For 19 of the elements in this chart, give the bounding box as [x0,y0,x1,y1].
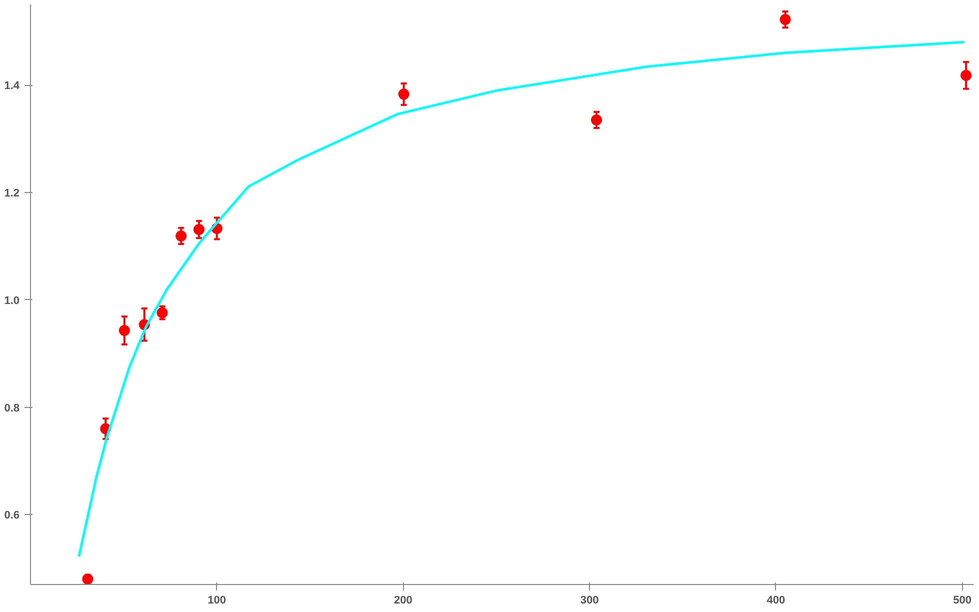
y-tick-label: 0.6 [4,510,20,522]
point [118,324,130,336]
point [780,14,791,26]
y-tick-label: 1.4 [4,80,20,92]
line-series [78,40,966,558]
point [176,230,187,242]
x-tick-label: 500 [953,594,972,606]
y-tick-label: 1.2 [4,187,20,200]
point [590,114,602,126]
x-tick-label: 100 [208,594,226,606]
x-tick-label: 200 [394,594,412,606]
x-tick-label: 300 [580,594,599,606]
point [960,70,972,81]
y-tick-label: 1.0 [4,294,20,307]
point [156,307,168,318]
y-tick-label: 0.8 [4,402,20,414]
point [398,88,410,100]
x-tick-label: 400 [766,594,786,606]
point [193,224,204,236]
